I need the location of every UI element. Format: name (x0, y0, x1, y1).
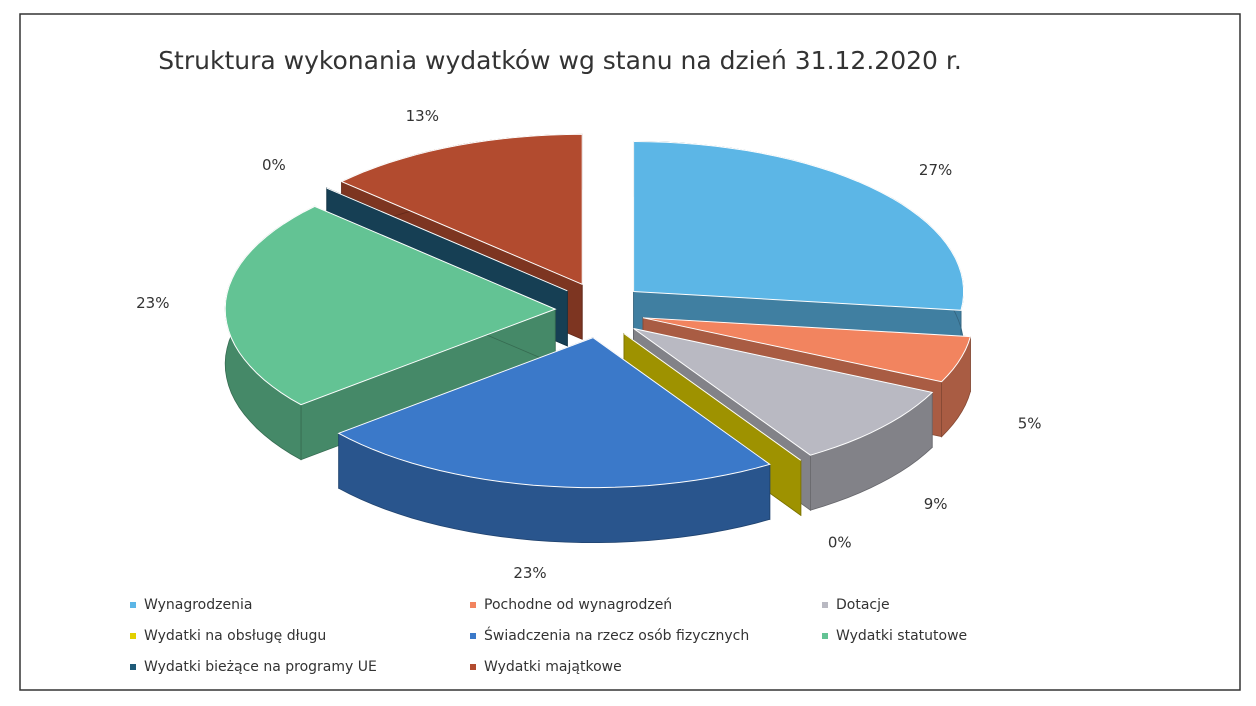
legend-swatch (130, 602, 136, 608)
legend-swatch (470, 602, 476, 608)
slice-top (340, 133, 583, 286)
legend-label: Pochodne od wynagrodzeń (484, 597, 672, 613)
slice-top (337, 337, 771, 489)
legend-label: Wydatki majątkowe (484, 659, 622, 675)
data-label: 0% (828, 534, 852, 552)
data-label: 13% (406, 107, 439, 125)
legend-label: Wydatki na obsługę długu (144, 628, 326, 644)
legend-label: Dotacje (836, 597, 890, 613)
slice-top (623, 333, 802, 461)
legend-swatch (822, 602, 828, 608)
slice-top (633, 140, 964, 311)
data-label: 5% (1018, 414, 1042, 432)
legend-label: Wydatki bieżące na programy UE (144, 659, 377, 675)
data-label: 27% (919, 161, 952, 179)
legend-label: Świadczenia na rzecz osób fizycznych (484, 626, 749, 644)
legend-swatch (470, 664, 476, 670)
slice (224, 205, 557, 461)
legend-swatch (470, 633, 476, 639)
legend-swatch (822, 633, 828, 639)
slice-top (633, 328, 934, 456)
slice-top (326, 187, 568, 292)
legend-label: Wydatki statutowe (836, 628, 967, 644)
data-label: 23% (513, 564, 546, 582)
slice (337, 336, 771, 543)
data-label: 0% (262, 156, 286, 174)
slice-top (642, 317, 972, 383)
slice-top (224, 205, 557, 406)
data-label: 9% (924, 495, 948, 513)
chart-title: Struktura wykonania wydatków wg stanu na… (158, 46, 962, 75)
legend-swatch (130, 633, 136, 639)
data-label: 23% (136, 294, 169, 312)
legend-label: Wynagrodzenia (144, 597, 252, 613)
legend-swatch (130, 664, 136, 670)
